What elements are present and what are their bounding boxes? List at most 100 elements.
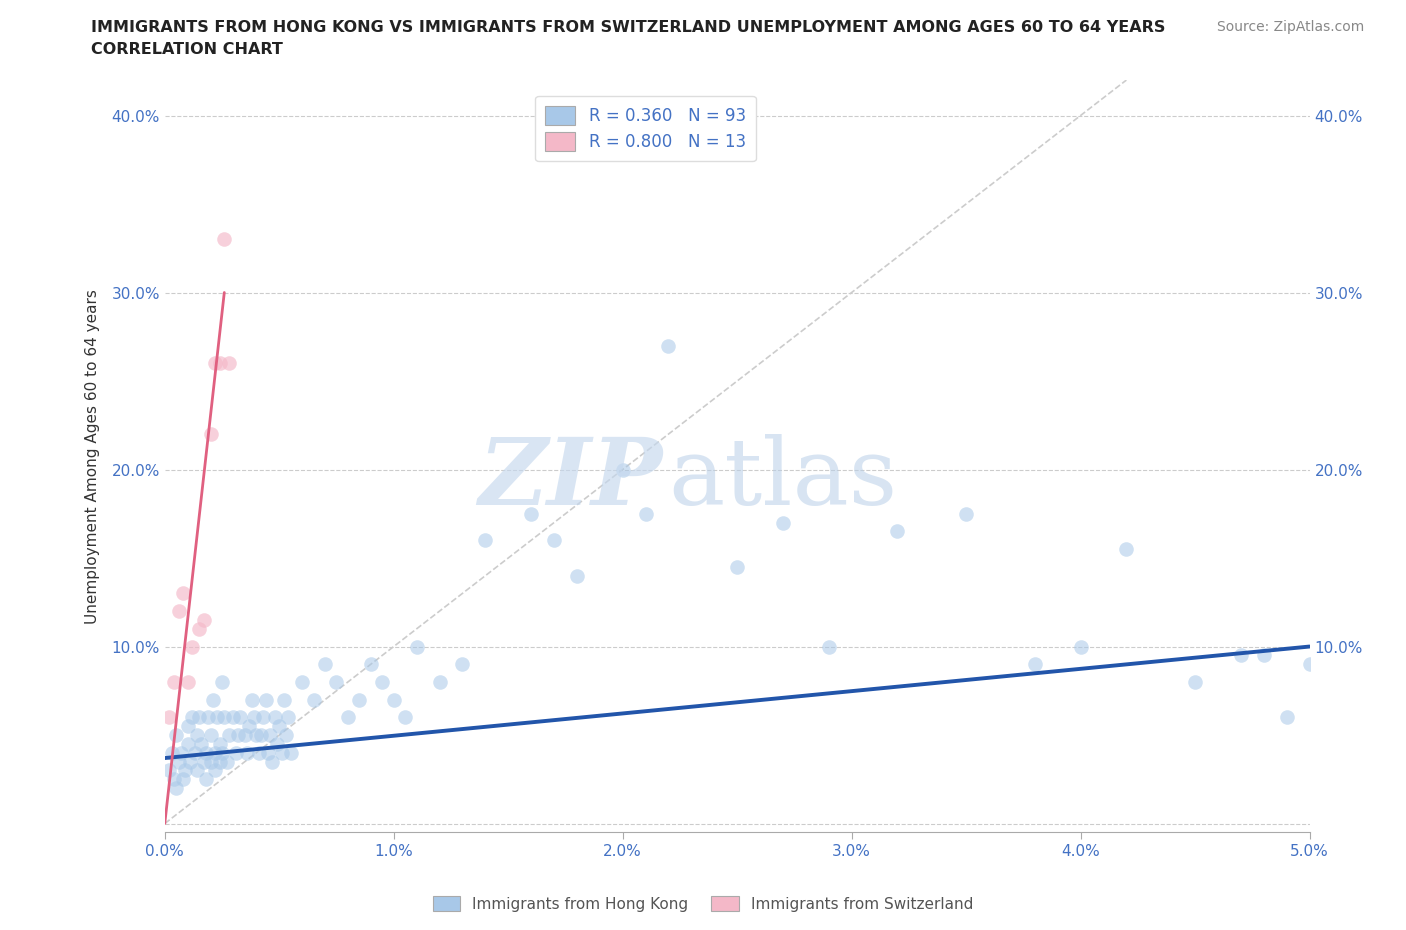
Legend: Immigrants from Hong Kong, Immigrants from Switzerland: Immigrants from Hong Kong, Immigrants fr… bbox=[426, 889, 980, 918]
Point bbox=[183, 745, 205, 760]
Point bbox=[214, 710, 236, 724]
Point bbox=[429, 674, 451, 689]
Point bbox=[176, 737, 198, 751]
Point bbox=[451, 657, 474, 671]
Point bbox=[167, 754, 190, 769]
Point bbox=[565, 568, 588, 583]
Point bbox=[160, 745, 183, 760]
Point bbox=[214, 232, 236, 246]
Point bbox=[165, 780, 187, 795]
Point bbox=[179, 754, 201, 769]
Point bbox=[218, 356, 240, 371]
Point bbox=[208, 737, 231, 751]
Point bbox=[208, 754, 231, 769]
Point bbox=[1184, 674, 1206, 689]
Point bbox=[360, 657, 382, 671]
Point bbox=[167, 604, 190, 618]
Point bbox=[215, 754, 238, 769]
Point bbox=[382, 692, 405, 707]
Point bbox=[1298, 657, 1320, 671]
Point bbox=[612, 462, 634, 477]
Point bbox=[197, 710, 219, 724]
Point bbox=[195, 772, 218, 787]
Point bbox=[1275, 710, 1298, 724]
Point bbox=[1024, 657, 1046, 671]
Point bbox=[240, 692, 263, 707]
Point bbox=[273, 692, 295, 707]
Text: atlas: atlas bbox=[668, 433, 897, 524]
Point bbox=[263, 710, 285, 724]
Point bbox=[394, 710, 416, 724]
Point bbox=[186, 727, 208, 742]
Point bbox=[200, 427, 222, 442]
Point bbox=[405, 639, 427, 654]
Point bbox=[725, 560, 748, 575]
Point bbox=[247, 745, 270, 760]
Point bbox=[204, 763, 226, 777]
Point bbox=[207, 710, 229, 724]
Point bbox=[172, 772, 194, 787]
Point bbox=[190, 737, 212, 751]
Point bbox=[269, 719, 291, 734]
Point bbox=[188, 621, 211, 636]
Point bbox=[259, 727, 281, 742]
Point bbox=[543, 533, 565, 548]
Point bbox=[1230, 648, 1253, 663]
Point bbox=[254, 692, 277, 707]
Point bbox=[886, 524, 908, 538]
Point bbox=[174, 763, 197, 777]
Point bbox=[229, 710, 252, 724]
Legend: R = 0.360   N = 93, R = 0.800   N = 13: R = 0.360 N = 93, R = 0.800 N = 13 bbox=[536, 96, 756, 161]
Point bbox=[200, 727, 222, 742]
Point bbox=[226, 727, 249, 742]
Point bbox=[218, 727, 240, 742]
Point bbox=[243, 710, 266, 724]
Point bbox=[201, 692, 224, 707]
Point bbox=[270, 745, 292, 760]
Text: ZIP: ZIP bbox=[478, 433, 662, 524]
Point bbox=[657, 339, 679, 353]
Point bbox=[336, 710, 359, 724]
Point bbox=[245, 727, 267, 742]
Point bbox=[349, 692, 371, 707]
Point bbox=[211, 745, 233, 760]
Point bbox=[211, 674, 233, 689]
Point bbox=[165, 727, 187, 742]
Point bbox=[325, 674, 347, 689]
Point bbox=[280, 745, 302, 760]
Point bbox=[176, 674, 198, 689]
Point bbox=[195, 745, 218, 760]
Point bbox=[1070, 639, 1092, 654]
Point bbox=[172, 586, 194, 601]
Point bbox=[238, 719, 260, 734]
Point bbox=[200, 754, 222, 769]
Point bbox=[955, 506, 977, 521]
Point bbox=[170, 745, 193, 760]
Point bbox=[474, 533, 496, 548]
Point bbox=[193, 613, 215, 628]
Point bbox=[233, 727, 256, 742]
Point bbox=[176, 719, 198, 734]
Point bbox=[277, 710, 299, 724]
Point bbox=[520, 506, 543, 521]
Point bbox=[252, 710, 274, 724]
Point bbox=[371, 674, 394, 689]
Point bbox=[222, 710, 245, 724]
Point bbox=[208, 356, 231, 371]
Point bbox=[204, 745, 226, 760]
Point bbox=[262, 754, 284, 769]
Point bbox=[188, 710, 211, 724]
Point bbox=[314, 657, 336, 671]
Point bbox=[1115, 542, 1137, 557]
Point bbox=[634, 506, 657, 521]
Point bbox=[266, 737, 288, 751]
Point bbox=[181, 639, 204, 654]
Point bbox=[772, 515, 794, 530]
Point bbox=[274, 727, 297, 742]
Point bbox=[250, 727, 273, 742]
Point bbox=[163, 772, 186, 787]
Point bbox=[193, 754, 215, 769]
Point bbox=[1253, 648, 1275, 663]
Point bbox=[817, 639, 839, 654]
Text: IMMIGRANTS FROM HONG KONG VS IMMIGRANTS FROM SWITZERLAND UNEMPLOYMENT AMONG AGES: IMMIGRANTS FROM HONG KONG VS IMMIGRANTS … bbox=[91, 20, 1166, 35]
